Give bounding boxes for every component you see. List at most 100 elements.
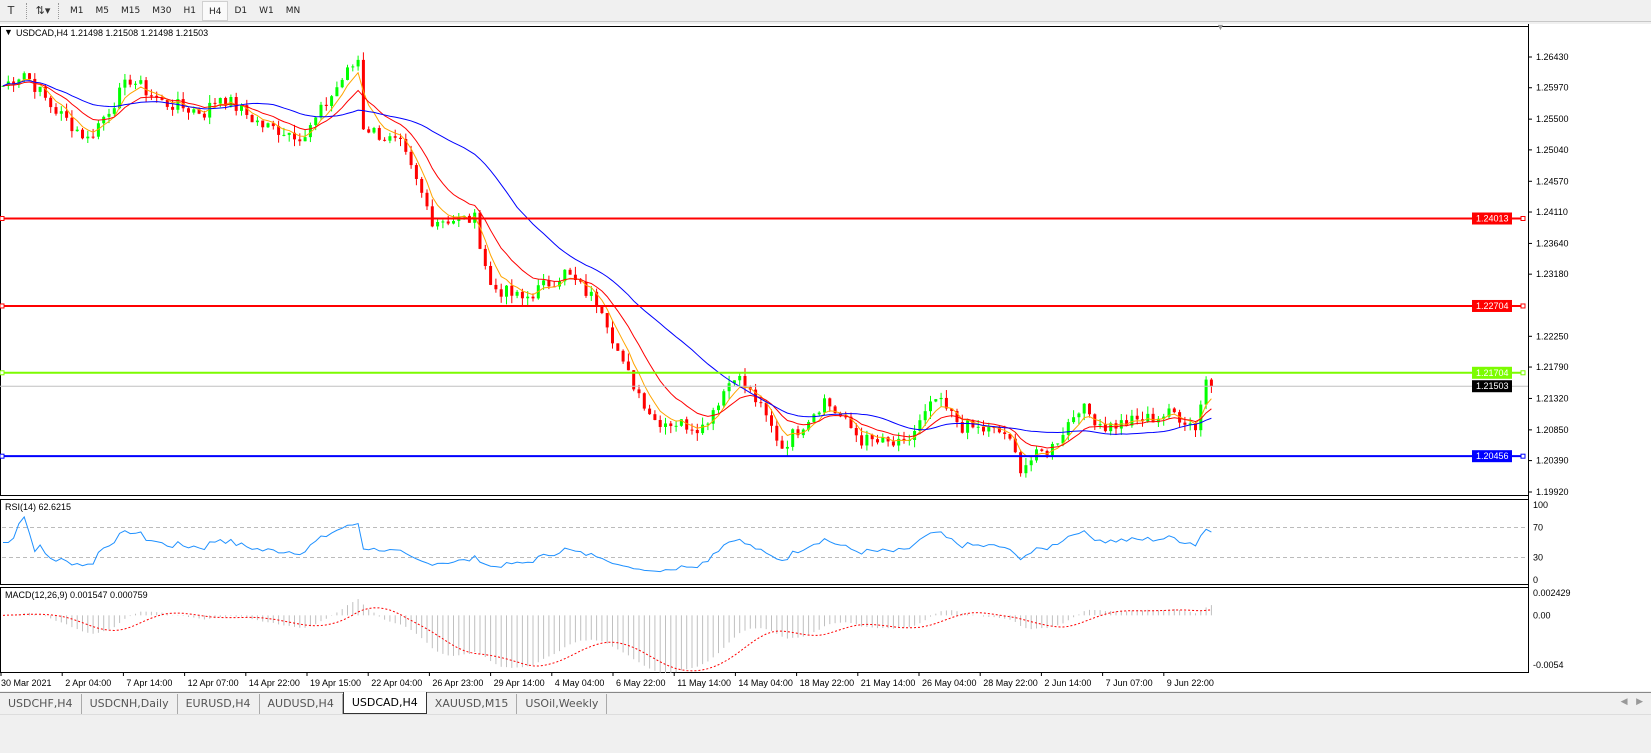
time-label: 7 Jun 07:00 [1106,678,1153,688]
candle-body [1024,465,1028,474]
candle-body [1019,452,1023,474]
time-label: 2 Apr 04:00 [65,678,111,688]
candles [1,52,1213,478]
price-label: 1.21790 [1536,362,1569,372]
candle-body [43,86,47,98]
candle-body [12,81,16,85]
candle-body [414,165,418,179]
time-label: 29 Apr 14:00 [494,678,545,688]
candle-body [934,399,938,402]
candle-body [128,79,132,85]
level-handle-left [0,453,5,459]
candle-body [865,434,869,446]
candle-body [245,105,249,115]
candle-body [96,123,100,137]
timeframe-m1[interactable]: M1 [70,5,84,16]
candle-body [706,423,710,425]
candle-body [695,429,699,434]
candle-body [266,123,270,128]
price-label: 1.20390 [1536,456,1569,466]
chart-tab[interactable]: USDCNH,Daily [82,694,178,714]
timeframe-w1[interactable]: W1 [259,5,274,16]
level-price-label: 1.24013 [1476,214,1509,224]
candle-body [632,370,636,390]
candle-body [1050,443,1054,455]
candle-body [743,375,747,388]
price-label: 1.20850 [1536,425,1569,435]
candle-body [404,138,408,152]
chart-tab[interactable]: EURUSD,H4 [178,694,260,714]
candle-body [838,413,842,417]
macd-label: MACD(12,26,9) 0.001547 0.000759 [5,590,148,600]
candle-body [621,350,625,362]
timeframe-m15[interactable]: M15 [121,5,141,16]
candle-body [722,391,726,406]
candle-body [452,220,455,224]
candle-body [224,97,228,106]
rsi-line [3,515,1212,573]
candle-body [144,80,148,96]
timeframe-mn[interactable]: MN [285,5,301,16]
candle-body [886,437,890,442]
chart-tab[interactable]: USDCAD,H4 [342,692,427,714]
candle-body [642,393,646,409]
candle-body [17,79,21,85]
text-tool-icon[interactable]: T [7,4,15,17]
candle-body [738,375,742,381]
candle-body [600,306,604,314]
candle-body [732,380,736,384]
candle-body [1194,423,1197,431]
candle-body [664,423,667,427]
level-price-tag [1472,212,1512,225]
candle-body [446,221,450,224]
level-price-tag [1472,366,1512,379]
price-label: 1.21320 [1536,393,1569,403]
candle-body [1061,434,1065,444]
candle-body [478,212,482,249]
chart-tab[interactable]: USDCHF,H4 [0,694,82,714]
candle-body [690,429,694,431]
chart-tab[interactable]: XAUUSD,M15 [427,694,518,714]
chart-canvas[interactable]: 1.26430 1.25970 1.25500 1.25040 1.24570 1.241… [0,22,1651,691]
candle-body [250,114,254,123]
candle-body [1209,379,1213,387]
timeframe-m30[interactable]: M30 [152,5,172,16]
candle-body [107,113,111,117]
candle-body [81,129,84,139]
pane-frame [0,587,1529,673]
candle-body [679,419,683,426]
timeframe-d1[interactable]: D1 [234,5,248,16]
candle-body [611,327,614,344]
candle-body [573,274,577,281]
candle-body [542,280,546,286]
candle-body [1172,408,1176,413]
candle-body [897,438,901,446]
candle-body [1162,416,1166,419]
candle-body [918,420,922,432]
candle-body [255,120,259,123]
candle-body [49,97,53,108]
candle-body [796,429,800,436]
rsi-axis-label: 30 [1533,553,1543,563]
chart-tab[interactable]: AUDUSD,H4 [260,694,343,714]
macd-axis-label: 0.00 [1533,610,1551,620]
chart-tab[interactable]: USOil,Weekly [517,694,608,714]
candle-body [992,427,996,429]
timeframe-m5[interactable]: M5 [95,5,110,16]
candle-body [1130,415,1134,426]
candle-body [436,221,440,227]
time-label: 19 Apr 15:00 [310,678,361,688]
candle-body [1003,432,1007,435]
candle-body [70,117,74,132]
chart-window[interactable]: 1.26430 1.25970 1.25500 1.25040 1.24570 1.241… [0,22,1651,691]
tab-scroll-arrows[interactable]: ◀ ▶ [1620,697,1643,707]
timeframe-h1[interactable]: H1 [183,5,196,16]
candle-body [361,59,365,130]
chart-tabs: USDCHF,H4 USDCNH,Daily EURUSD,H4 AUDUSD,H4 U… [0,692,1651,714]
candle-body [38,86,42,92]
candle-body [1135,415,1139,420]
arrows-tool-icon[interactable]: ⇅▾ [35,4,51,17]
time-label: 26 Apr 23:00 [432,678,483,688]
candle-body [118,87,122,109]
timeframe-h4[interactable]: H4 [201,0,229,21]
